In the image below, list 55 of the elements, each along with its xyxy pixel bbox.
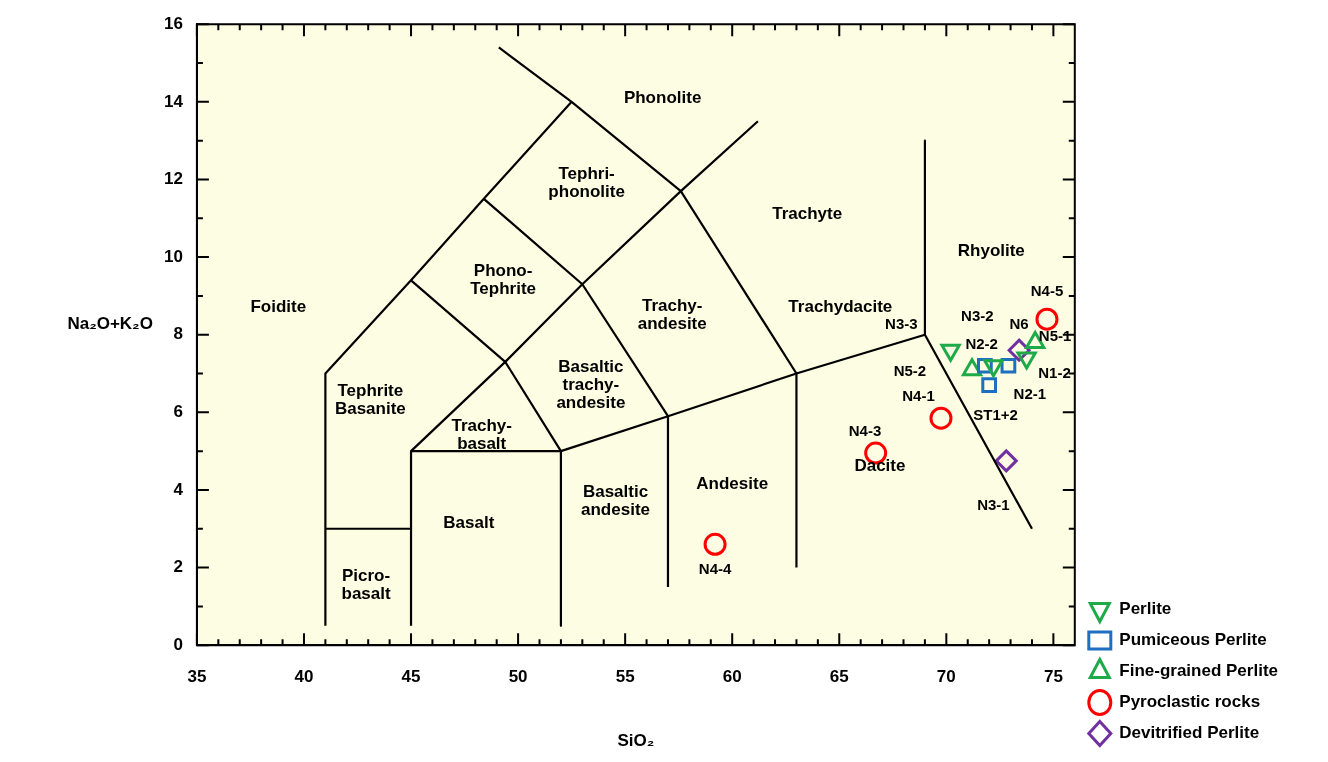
annotation: N5-2 — [893, 361, 927, 379]
legend-label: Devitrified Perlite — [1119, 723, 1260, 743]
x-tick-label: 40 — [294, 667, 314, 687]
annotation: N2-1 — [1013, 385, 1047, 402]
annotation: Phono- Tephrite — [470, 261, 537, 299]
annotation: ST1+2 — [973, 406, 1018, 424]
y-tick-label: 6 — [173, 402, 183, 422]
annotation: N4-4 — [698, 559, 732, 577]
y-tick-label: 14 — [163, 91, 184, 111]
annotation: N6 — [1009, 315, 1029, 333]
x-tick-label: 55 — [615, 667, 635, 687]
annotation: Foidite — [250, 297, 307, 317]
x-tick-label: 65 — [829, 667, 849, 687]
annotation: Basalt — [443, 512, 495, 532]
annotation: Dacite — [854, 456, 906, 476]
legend-label: Fine-grained Perlite — [1119, 661, 1278, 681]
legend-label: Pyroclastic rocks — [1119, 692, 1261, 712]
annotation: N4-5 — [1030, 282, 1064, 300]
x-tick-label: 50 — [508, 667, 528, 687]
legend-label: Pumiceous Perlite — [1119, 630, 1267, 650]
x-tick-label: 70 — [936, 667, 956, 687]
annotation: N1-2 — [1038, 364, 1071, 382]
y-tick-label: 10 — [163, 246, 183, 266]
annotation: Trachyte — [772, 204, 843, 224]
annotation: Trachy- basalt — [451, 416, 512, 454]
annotation: Trachy- andesite — [637, 295, 707, 333]
annotation: N2-2 — [965, 334, 998, 352]
annotation: Andesite — [696, 473, 769, 493]
annotation: N3-1 — [977, 495, 1010, 513]
y-tick-label: 4 — [173, 479, 184, 499]
y-axis-title: Na₂O+K₂O — [67, 314, 153, 334]
annotation: Tephrite Basanite — [334, 381, 406, 419]
annotation: Picro- basalt — [341, 565, 391, 603]
x-tick-label: 35 — [187, 667, 207, 687]
annotation: N4-3 — [848, 421, 882, 439]
annotation: Tephri- phonolite — [548, 164, 625, 202]
legend-label: Perlite — [1119, 599, 1172, 619]
annotation: N5-1 — [1038, 326, 1072, 344]
y-tick-label: 8 — [173, 324, 183, 344]
annotation: Basaltic andesite — [581, 482, 650, 520]
x-tick-label: 60 — [722, 667, 742, 687]
annotation: Trachydacite — [788, 297, 893, 317]
annotation: Rhyolite — [957, 240, 1025, 260]
y-tick-label: 0 — [173, 634, 183, 654]
annotation: Basaltic trachy- andesite — [556, 356, 626, 412]
annotation: Phonolite — [623, 87, 702, 107]
x-tick-label: 75 — [1043, 667, 1063, 687]
annotation: N4-1 — [902, 386, 935, 404]
y-tick-label: 2 — [173, 557, 183, 577]
y-tick-label: 16 — [163, 13, 183, 33]
annotation: N3-3 — [885, 315, 918, 333]
annotation: N3-2 — [961, 307, 994, 325]
y-tick-label: 12 — [163, 169, 183, 189]
x-axis-title: SiO₂ — [617, 731, 655, 751]
x-tick-label: 45 — [401, 667, 421, 687]
